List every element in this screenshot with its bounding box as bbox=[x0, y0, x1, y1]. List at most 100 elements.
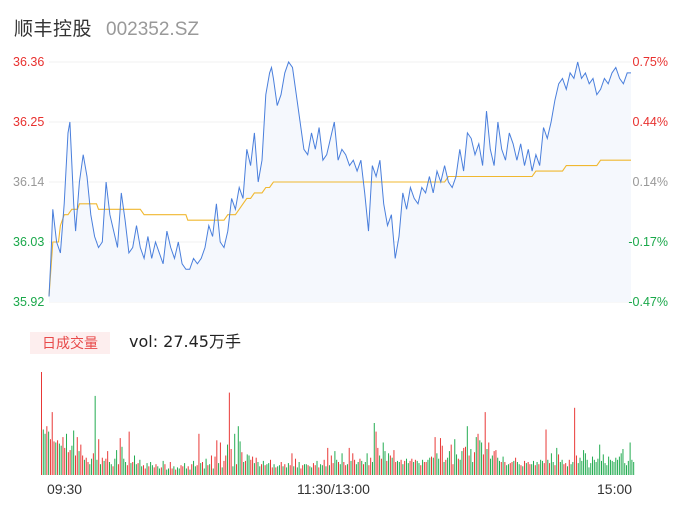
volume-bar bbox=[185, 468, 187, 475]
volume-bar bbox=[291, 453, 293, 475]
volume-bar bbox=[130, 463, 132, 475]
volume-bar bbox=[441, 445, 443, 475]
volume-bar bbox=[196, 465, 198, 475]
volume-bar bbox=[479, 440, 481, 475]
volume-bar bbox=[146, 463, 148, 475]
volume-bar bbox=[305, 464, 307, 475]
volume-bar bbox=[425, 462, 427, 475]
volume-bar bbox=[253, 463, 255, 475]
volume-bar bbox=[264, 465, 266, 475]
volume-bar bbox=[125, 462, 127, 475]
volume-bar bbox=[484, 412, 486, 475]
volume-bar bbox=[633, 462, 635, 475]
volume-bar bbox=[345, 465, 347, 475]
volume-bar bbox=[432, 457, 434, 475]
volume-bar bbox=[486, 449, 488, 475]
volume-bar bbox=[515, 457, 517, 475]
volume-bar bbox=[509, 463, 511, 475]
volume-bar bbox=[159, 468, 161, 475]
volume-bar bbox=[618, 456, 620, 475]
volume-bar bbox=[550, 453, 552, 475]
volume-bar bbox=[189, 469, 191, 475]
volume-bar bbox=[76, 437, 78, 475]
volume-bar bbox=[49, 439, 51, 475]
volume-bar bbox=[529, 464, 531, 475]
volume-bar bbox=[60, 445, 62, 475]
volume-bar bbox=[316, 460, 318, 475]
volume-bar bbox=[327, 447, 329, 475]
volume-bar bbox=[278, 465, 280, 475]
y-axis-labels: 36.36 0.75% 36.25 0.44% 36.14 0.14% 36.03 -0.17… bbox=[13, 55, 668, 309]
volume-bar bbox=[416, 460, 418, 475]
volume-bar bbox=[567, 466, 568, 475]
volume-bar bbox=[100, 464, 101, 475]
volume-bar bbox=[407, 463, 409, 475]
volume-bar bbox=[312, 463, 314, 475]
volume-bar bbox=[257, 462, 259, 475]
volume-bar bbox=[436, 453, 438, 475]
volume-bar bbox=[368, 465, 370, 475]
volume-bar bbox=[602, 454, 604, 475]
volume-bar bbox=[475, 437, 477, 475]
volume-bar bbox=[524, 460, 526, 475]
volume-bar bbox=[473, 452, 475, 475]
volume-bar bbox=[346, 464, 348, 475]
volume-bar bbox=[173, 466, 175, 475]
volume-bar bbox=[126, 465, 128, 475]
volume-bar bbox=[71, 445, 73, 475]
volume-bar bbox=[536, 462, 538, 475]
volume-bar bbox=[250, 459, 252, 475]
volume-bar bbox=[624, 463, 626, 475]
volume-bar bbox=[169, 462, 171, 475]
volume-bar bbox=[162, 460, 164, 475]
volume-bar bbox=[457, 458, 459, 475]
volume-bar bbox=[599, 444, 601, 475]
volume-bar bbox=[210, 455, 212, 475]
volume-bar bbox=[397, 460, 398, 475]
volume-bar bbox=[207, 465, 209, 475]
volume-bar bbox=[323, 459, 325, 475]
volume-bar bbox=[577, 463, 579, 475]
volume-bar bbox=[552, 462, 554, 475]
volume-bar bbox=[150, 462, 152, 475]
volume-bar bbox=[121, 446, 123, 475]
volume-bar bbox=[53, 441, 55, 475]
price-line bbox=[48, 60, 631, 297]
volume-bar bbox=[482, 454, 484, 475]
volume-bar bbox=[74, 455, 76, 475]
volume-bar bbox=[420, 465, 422, 475]
volume-bar bbox=[352, 453, 354, 475]
volume-bar bbox=[307, 465, 309, 475]
volume-bar bbox=[593, 459, 595, 475]
volume-bar bbox=[414, 459, 416, 475]
volume-bar bbox=[463, 447, 465, 475]
volume-bar bbox=[110, 464, 112, 475]
volume-bar bbox=[343, 462, 345, 475]
volume-bar bbox=[225, 455, 227, 475]
volume-bar bbox=[575, 455, 577, 475]
volume-bar bbox=[286, 467, 288, 475]
volume-bar bbox=[601, 460, 602, 475]
volume-bar bbox=[373, 423, 375, 475]
volume-bar bbox=[411, 458, 413, 475]
volume-bar bbox=[568, 459, 570, 475]
volume-bar bbox=[73, 430, 75, 475]
volume-bar bbox=[409, 460, 411, 475]
volume-bar bbox=[166, 469, 168, 475]
time-label-midday: 11:30/13:00 bbox=[297, 481, 370, 497]
volume-bar bbox=[584, 453, 586, 475]
volume-bar bbox=[525, 463, 527, 475]
volume-bar bbox=[246, 454, 248, 475]
volume-bar bbox=[41, 372, 42, 475]
volume-bar bbox=[613, 462, 615, 475]
volume-bar bbox=[271, 467, 273, 475]
volume-bar bbox=[252, 456, 254, 475]
volume-bar bbox=[377, 447, 379, 475]
volume-bar bbox=[82, 455, 84, 475]
volume-bar bbox=[563, 464, 565, 475]
volume-bar bbox=[295, 458, 297, 475]
volume-bar bbox=[402, 464, 404, 475]
volume-bar bbox=[57, 440, 59, 475]
volume-bar bbox=[431, 456, 432, 475]
volume-bar bbox=[332, 463, 334, 475]
